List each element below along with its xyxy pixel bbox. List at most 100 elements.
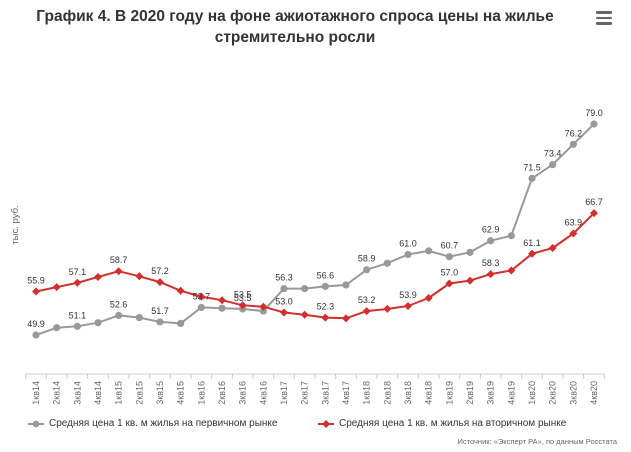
x-tick-label: 3кв16: [238, 381, 248, 405]
data-point-secondary[interactable]: [362, 307, 371, 316]
data-point-primary[interactable]: [218, 304, 226, 312]
x-tick-label: 4кв15: [176, 381, 186, 405]
data-point-secondary[interactable]: [156, 278, 164, 287]
x-tick-label: 2кв20: [548, 381, 558, 405]
x-tick-label: 1кв17: [279, 381, 289, 405]
data-point-primary[interactable]: [549, 161, 557, 169]
x-tick-label: 3кв20: [568, 381, 578, 405]
y-axis-label: тыс. руб.: [10, 205, 21, 244]
data-point-primary[interactable]: [177, 319, 185, 327]
data-label-primary: 49.9: [27, 319, 45, 329]
data-point-primary[interactable]: [135, 313, 143, 322]
data-point-secondary[interactable]: [486, 270, 495, 279]
data-point-primary[interactable]: [156, 318, 164, 326]
data-label-primary: 58.9: [358, 254, 376, 264]
data-point-secondary[interactable]: [135, 272, 144, 281]
data-point-primary[interactable]: [528, 174, 536, 182]
data-point-secondary[interactable]: [342, 314, 350, 323]
data-label-primary: 76.2: [565, 128, 583, 138]
data-point-primary[interactable]: [342, 281, 350, 289]
data-point-secondary[interactable]: [528, 249, 536, 258]
data-label-primary: 79.0: [585, 108, 603, 118]
data-point-primary[interactable]: [301, 284, 309, 293]
x-tick-label: 1кв20: [527, 381, 537, 405]
data-label-primary: 61.0: [399, 239, 417, 249]
data-point-secondary[interactable]: [52, 283, 61, 292]
data-point-secondary[interactable]: [259, 302, 268, 311]
series-line-primary: [35, 123, 595, 336]
data-point-secondary[interactable]: [507, 266, 516, 275]
data-label-primary: 53.5: [234, 293, 252, 303]
data-point-secondary[interactable]: [218, 296, 226, 305]
data-point-primary[interactable]: [32, 331, 40, 339]
data-point-secondary[interactable]: [404, 301, 412, 310]
data-point-secondary[interactable]: [32, 287, 40, 296]
data-point-primary[interactable]: [466, 248, 474, 256]
data-label-secondary: 55.9: [27, 275, 45, 285]
circle-marker-icon: [28, 419, 44, 429]
data-point-primary[interactable]: [73, 322, 81, 330]
data-point-secondary[interactable]: [114, 267, 123, 276]
data-point-primary[interactable]: [487, 237, 495, 245]
data-point-secondary[interactable]: [569, 229, 578, 238]
x-tick-label: 1кв14: [31, 381, 41, 405]
data-label-primary: 56.6: [317, 270, 335, 280]
data-point-secondary[interactable]: [321, 313, 330, 322]
x-tick-label: 2кв17: [300, 381, 310, 405]
data-point-primary[interactable]: [425, 247, 433, 255]
data-label-primary: 73.4: [544, 149, 562, 159]
data-point-primary[interactable]: [590, 120, 598, 128]
data-label-secondary: 52.3: [317, 302, 335, 312]
data-point-primary[interactable]: [115, 311, 123, 320]
data-label-secondary: 57.2: [151, 266, 169, 276]
data-label-primary: 62.9: [482, 225, 500, 235]
data-point-secondary[interactable]: [73, 278, 82, 287]
data-label-secondary: 66.7: [585, 197, 603, 207]
data-point-secondary[interactable]: [445, 279, 454, 288]
data-point-secondary[interactable]: [548, 243, 557, 252]
data-point-secondary[interactable]: [280, 308, 288, 317]
data-label-primary: 51.1: [69, 310, 87, 320]
data-point-primary[interactable]: [363, 266, 371, 274]
data-point-primary[interactable]: [569, 140, 577, 148]
data-point-secondary[interactable]: [238, 301, 247, 310]
data-point-secondary[interactable]: [424, 294, 433, 303]
data-point-primary[interactable]: [321, 282, 329, 291]
data-point-primary[interactable]: [404, 250, 412, 259]
data-point-primary[interactable]: [94, 319, 102, 327]
data-point-secondary[interactable]: [94, 272, 102, 281]
data-point-secondary[interactable]: [300, 310, 309, 319]
x-tick-label: 4кв14: [93, 381, 103, 405]
data-label-secondary: 57.1: [69, 267, 87, 277]
series-line-secondary: [35, 212, 595, 320]
legend-label-primary: Средняя цена 1 кв. м жилья на первичном …: [49, 418, 278, 429]
data-point-secondary[interactable]: [466, 276, 474, 285]
data-point-primary[interactable]: [280, 284, 288, 293]
x-tick-label: 1кв19: [444, 381, 454, 405]
data-point-primary[interactable]: [259, 307, 267, 315]
data-point-primary[interactable]: [383, 259, 391, 267]
data-point-secondary[interactable]: [176, 286, 185, 295]
data-label-secondary: 53.0: [275, 297, 293, 307]
data-point-secondary[interactable]: [590, 209, 598, 218]
data-label-primary: 60.7: [441, 241, 459, 251]
data-point-secondary[interactable]: [197, 292, 206, 301]
diamond-marker-icon: [318, 419, 334, 429]
legend-label-secondary: Средняя цена 1 кв. м жилья на вторичном …: [339, 418, 567, 429]
data-point-primary[interactable]: [197, 303, 205, 312]
data-point-primary[interactable]: [53, 324, 61, 332]
x-tick-label: 3кв18: [403, 381, 413, 405]
x-tick-label: 4кв19: [506, 381, 516, 405]
x-tick-label: 2кв14: [52, 381, 62, 405]
data-point-secondary[interactable]: [383, 304, 392, 313]
legend-item-primary[interactable]: Средняя цена 1 кв. м жилья на первичном …: [28, 418, 277, 429]
data-label-secondary: 58.7: [110, 255, 128, 265]
x-tick-label: 1кв15: [114, 381, 124, 405]
data-point-primary[interactable]: [445, 253, 453, 261]
hamburger-menu-icon[interactable]: [596, 11, 612, 25]
data-label-primary: 56.3: [275, 273, 293, 283]
data-label-secondary: 53.2: [358, 295, 376, 305]
data-point-primary[interactable]: [507, 232, 515, 240]
legend-item-secondary[interactable]: Средняя цена 1 кв. м жилья на вторичном …: [318, 418, 566, 429]
